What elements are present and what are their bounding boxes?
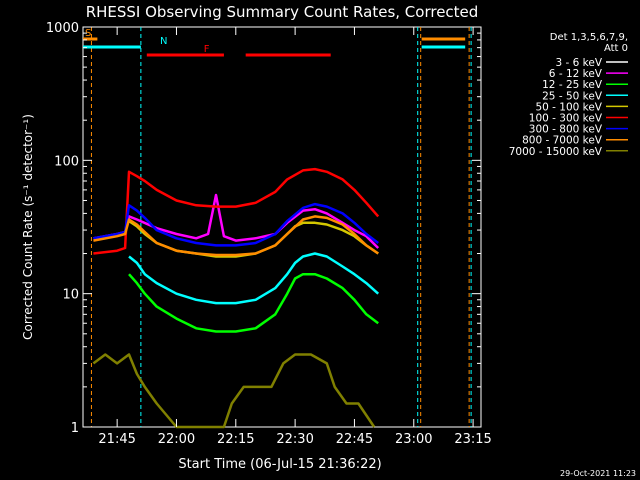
- y-tick-label-3: 1000: [46, 21, 79, 36]
- x-axis-label: Start Time (06-Jul-15 21:36:22): [178, 457, 381, 472]
- flag-label-n: N: [160, 36, 167, 47]
- legend-label-3: 25 - 50 keV: [542, 90, 603, 102]
- series-line-3: [128, 252, 380, 305]
- legend-title-0: Det 1,3,5,6,7,9,: [550, 32, 628, 43]
- y-axis-label: Corrected Count Rate (s⁻¹ detector⁻¹): [21, 114, 35, 340]
- timestamp: 29-Oct-2021 11:23: [560, 469, 636, 478]
- legend-label-8: 7000 - 15000 keV: [509, 146, 603, 158]
- x-axis-ticks: 21:45 22:00 22:15 22:30 22:45 23:00 23:15: [98, 27, 492, 447]
- y-axis-ticks: 1 10 100 1000: [46, 21, 481, 436]
- flag-label-s: S: [85, 28, 91, 39]
- chart-title: RHESSI Observing Summary Count Rates, Co…: [86, 3, 479, 21]
- legend-label-6: 300 - 800 keV: [529, 124, 603, 136]
- y-tick-label-2: 100: [54, 154, 79, 169]
- series-line-1: [93, 193, 380, 249]
- legend-label-2: 12 - 25 keV: [542, 79, 603, 91]
- flag-label-f: F: [204, 44, 210, 55]
- x-tick-label-5: 23:00: [395, 432, 432, 447]
- x-tick-label-1: 22:00: [158, 432, 195, 447]
- legend-label-4: 50 - 100 keV: [535, 101, 602, 113]
- plot-area: S N F: [82, 26, 482, 429]
- y-tick-label-0: 1: [71, 421, 79, 436]
- x-tick-label-4: 22:45: [336, 432, 373, 447]
- series-line-8: [92, 353, 376, 429]
- series-line-2: [128, 272, 379, 333]
- y-tick-label-1: 10: [62, 288, 79, 303]
- plot-frame: [82, 26, 482, 428]
- legend-label-0: 3 - 6 keV: [555, 57, 602, 69]
- legend-label-5: 100 - 300 keV: [529, 113, 603, 125]
- x-tick-label-2: 22:15: [217, 432, 254, 447]
- legend-label-7: 800 - 7000 keV: [522, 135, 603, 147]
- x-tick-label-3: 22:30: [276, 432, 313, 447]
- x-tick-label-0: 21:45: [98, 432, 135, 447]
- series-line-0: [93, 192, 379, 238]
- series-line-6: [93, 202, 379, 247]
- series-line-5: [93, 167, 380, 255]
- series-line-7: [93, 215, 379, 257]
- legend-title-1: Att 0: [604, 43, 628, 54]
- legend-label-1: 6 - 12 keV: [549, 68, 603, 80]
- x-tick-label-6: 23:15: [454, 432, 491, 447]
